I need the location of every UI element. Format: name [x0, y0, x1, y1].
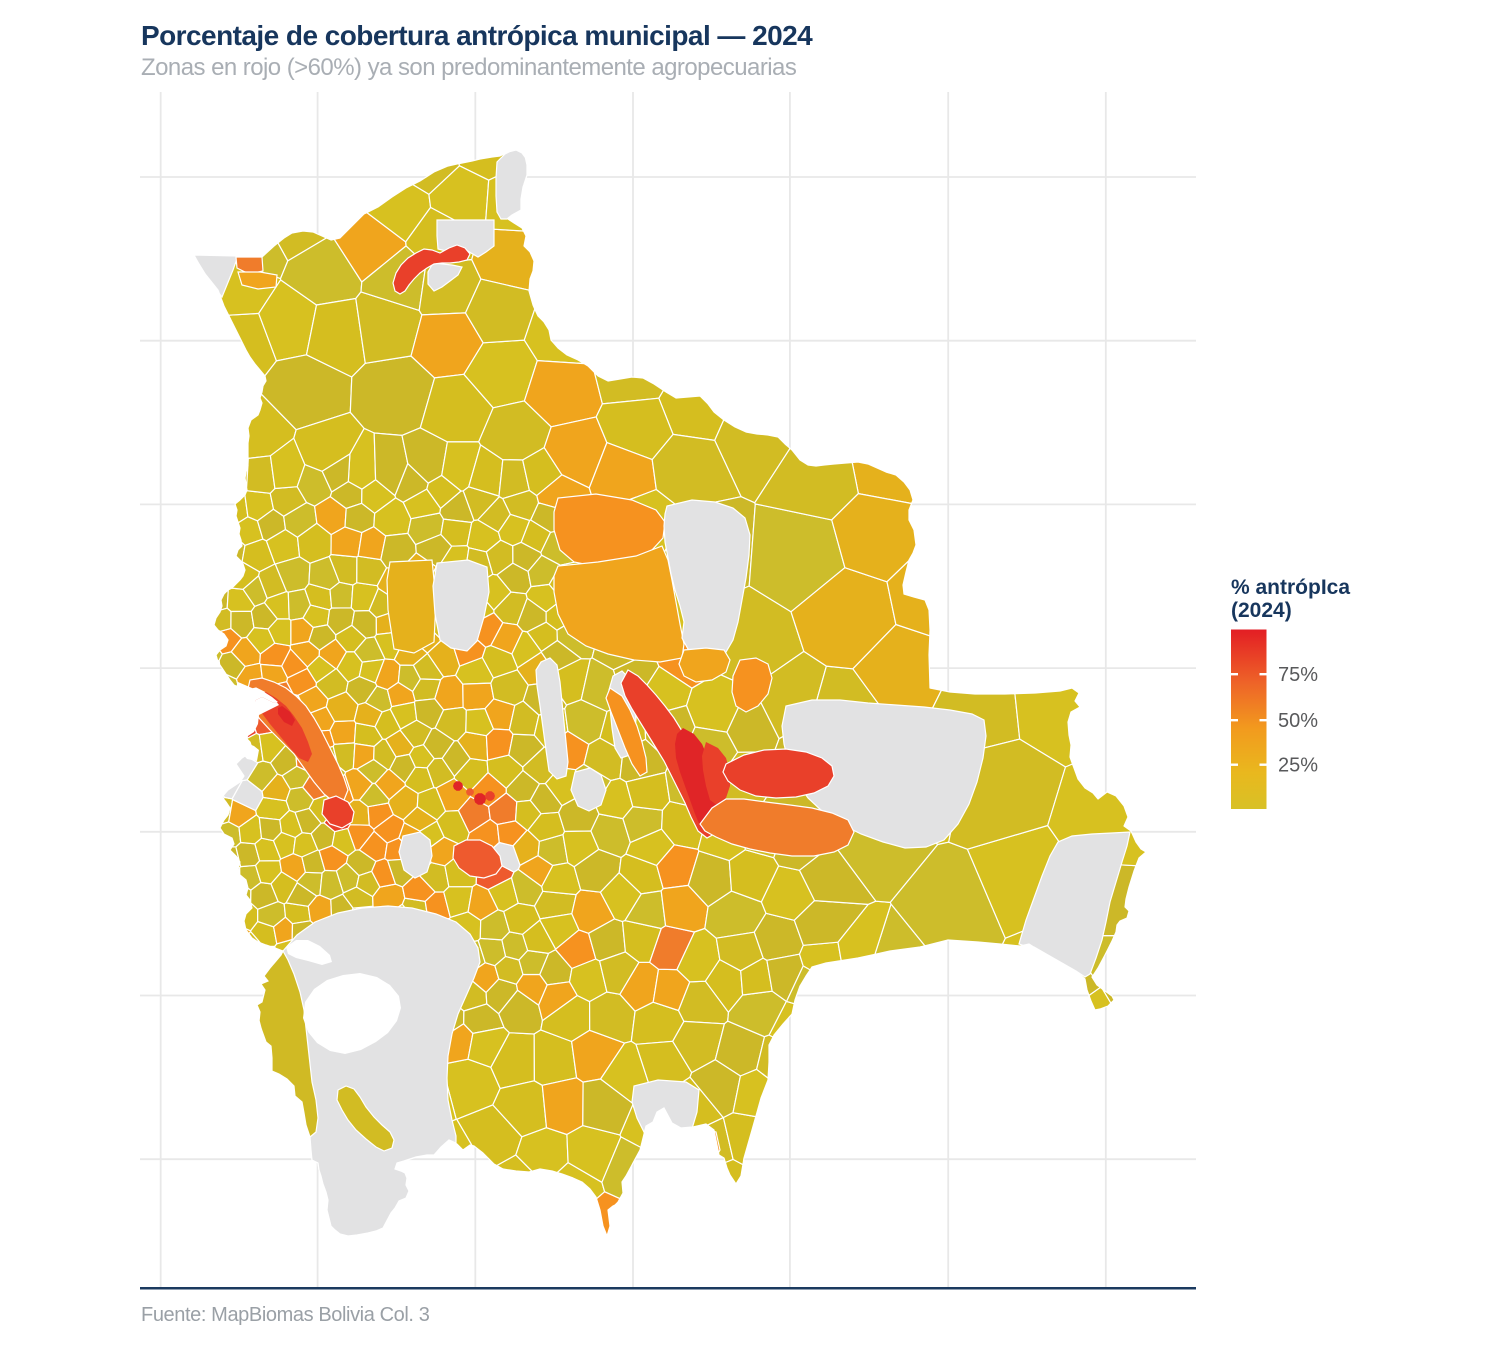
svg-text:25%: 25%	[1278, 755, 1318, 777]
svg-text:Fuente: MapBiomas Bolivia Col.: Fuente: MapBiomas Bolivia Col. 3	[141, 1304, 430, 1326]
svg-text:75%: 75%	[1278, 664, 1318, 686]
svg-text:Zonas en rojo (>60%) ya son pr: Zonas en rojo (>60%) ya son predominante…	[141, 54, 797, 81]
svg-text:Porcentaje de cobertura antróp: Porcentaje de cobertura antrópica munici…	[141, 20, 813, 51]
svg-text:(2024): (2024)	[1231, 599, 1292, 622]
svg-text:50%: 50%	[1278, 710, 1318, 732]
svg-text:% antrópIca: % antrópIca	[1231, 576, 1350, 599]
